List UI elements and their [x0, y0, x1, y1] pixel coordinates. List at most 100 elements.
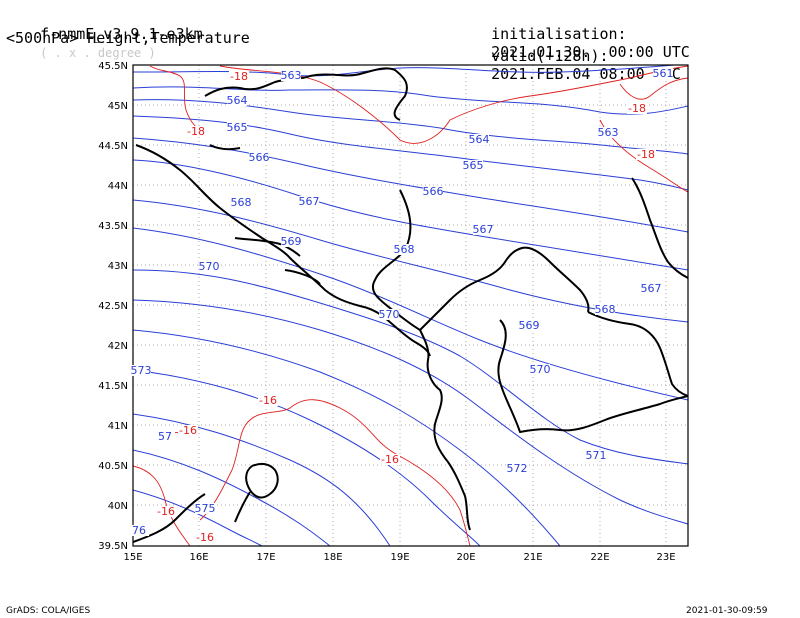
height-contour-label: 569 [281, 235, 302, 248]
lat-tick-label: 44N [108, 181, 128, 192]
height-contour-label: 565 [463, 159, 484, 172]
temperature-contour-label: -18 [187, 125, 205, 138]
contour-label-bg [463, 160, 483, 171]
contour-label-bg [195, 503, 215, 514]
lat-tick-label: 40.5N [98, 461, 128, 472]
lon-tick-label: 15E [123, 552, 142, 563]
contour-label-bg [519, 320, 539, 331]
height-contour-label: 567 [299, 195, 320, 208]
lat-tick-label: 42N [108, 341, 128, 352]
temperature-contour-label: -18 [628, 102, 646, 115]
contour-label-bg [186, 126, 206, 137]
lat-tick-label: 41.5N [98, 381, 128, 392]
contour-label-bg [155, 431, 175, 442]
contour-label-bg [281, 70, 301, 81]
height-contour-label: 76 [132, 524, 146, 537]
lon-tick-label: 22E [590, 552, 609, 563]
temperature-contour-label: -16 [157, 505, 175, 518]
contour-label-bg [199, 261, 219, 272]
contour-label-bg [586, 450, 606, 461]
contour-label-bg [195, 532, 215, 543]
temperature-contour-label: -16 [179, 424, 197, 437]
contour-label-bg [394, 244, 414, 255]
contour-label-bg [131, 365, 151, 376]
lon-tick-label: 17E [256, 552, 275, 563]
temperature-contour-label: -16 [381, 453, 399, 466]
height-contour-label: 573 [131, 364, 152, 377]
contour-label-bg [227, 122, 247, 133]
contour-label-bg [653, 68, 673, 79]
height-contour-label: 563 [598, 126, 619, 139]
timestamp-label: 2021-01-30-09:59 [686, 606, 768, 616]
temperature-contour-label: -18 [637, 148, 655, 161]
model-name: f-nmmE_v3.9.1-e3km [40, 25, 203, 43]
lon-tick-label: 21E [523, 552, 542, 563]
lat-tick-label: 45N [108, 101, 128, 112]
lat-tick-label: 41N [108, 421, 128, 432]
contour-label-bg [627, 103, 647, 114]
temperature-contour-label: -16 [259, 394, 277, 407]
height-contour-label: 572 [507, 462, 528, 475]
contour-label-bg [380, 454, 400, 465]
contour-label-bg [595, 304, 615, 315]
lon-tick-label: 16E [189, 552, 208, 563]
height-contour-label: 57 [158, 430, 172, 443]
product-title: <500hPa> Height,Temperature [6, 29, 250, 47]
height-contour-label: 568 [394, 243, 415, 256]
contour-label-bg [156, 506, 176, 517]
contour-label-bg [281, 236, 301, 247]
contour-label-bg [229, 71, 249, 82]
contour-label-bg [249, 152, 269, 163]
height-contour-label: 568 [231, 196, 252, 209]
height-contour-label: 563 [281, 69, 302, 82]
height-contour-label: 561 [653, 67, 674, 80]
lat-tick-label: 43N [108, 261, 128, 272]
contour-label-bg [530, 364, 550, 375]
contour-label-bg [227, 95, 247, 106]
height-contour-label: 571 [586, 449, 607, 462]
contour-label-bg [473, 224, 493, 235]
plot-frame [132, 64, 689, 547]
lat-tick-label: 44.5N [98, 141, 128, 152]
height-contour-label: 567 [473, 223, 494, 236]
height-contour-label: 568 [595, 303, 616, 316]
lat-tick-label: 45.5N [98, 61, 128, 72]
height-contour-label: 569 [519, 319, 540, 332]
height-contour-label: 567 [641, 282, 662, 295]
height-contour-label: 570 [379, 308, 400, 321]
lat-tick-label: 43.5N [98, 221, 128, 232]
lon-tick-label: 18E [323, 552, 342, 563]
height-contour-label: 566 [249, 151, 270, 164]
height-contour-label: 564 [227, 94, 248, 107]
contour-label-bg [231, 197, 251, 208]
contour-label-bg [507, 463, 527, 474]
contour-label-bg [258, 395, 278, 406]
temperature-contour-label: -18 [230, 70, 248, 83]
lat-tick-label: 39.5N [98, 541, 128, 552]
height-contour-label: 575 [195, 502, 216, 515]
credit-label: GrADS: COLA/IGES [6, 606, 91, 616]
contour-label-bg [129, 525, 149, 536]
contour-label-bg [423, 186, 443, 197]
contour-label-bg [379, 309, 399, 320]
lon-tick-label: 20E [456, 552, 475, 563]
height-contour-label: 565 [227, 121, 248, 134]
temperature-contour-label: -16 [196, 531, 214, 544]
contour-label-bg [299, 196, 319, 207]
lon-tick-label: 19E [390, 552, 409, 563]
height-contour-label: 564 [469, 133, 490, 146]
valid-label: valid(+128h): [491, 47, 609, 65]
contour-label-bg [469, 134, 489, 145]
lon-tick-label: 23E [656, 552, 675, 563]
model-title: f-nmmE_v3.9.1-e3km ( . x . degree ) [4, 7, 203, 80]
projection-label: ( . x . degree ) [40, 46, 156, 60]
height-contour-label: 566 [423, 185, 444, 198]
contour-label-bg [636, 149, 656, 160]
lat-tick-label: 42.5N [98, 301, 128, 312]
height-contour-label: 570 [530, 363, 551, 376]
init-line: initialisation: 2021.01.30. 00:00 UTC [455, 7, 690, 79]
lat-tick-label: 40N [108, 501, 128, 512]
init-label: initialisation: [491, 25, 627, 43]
